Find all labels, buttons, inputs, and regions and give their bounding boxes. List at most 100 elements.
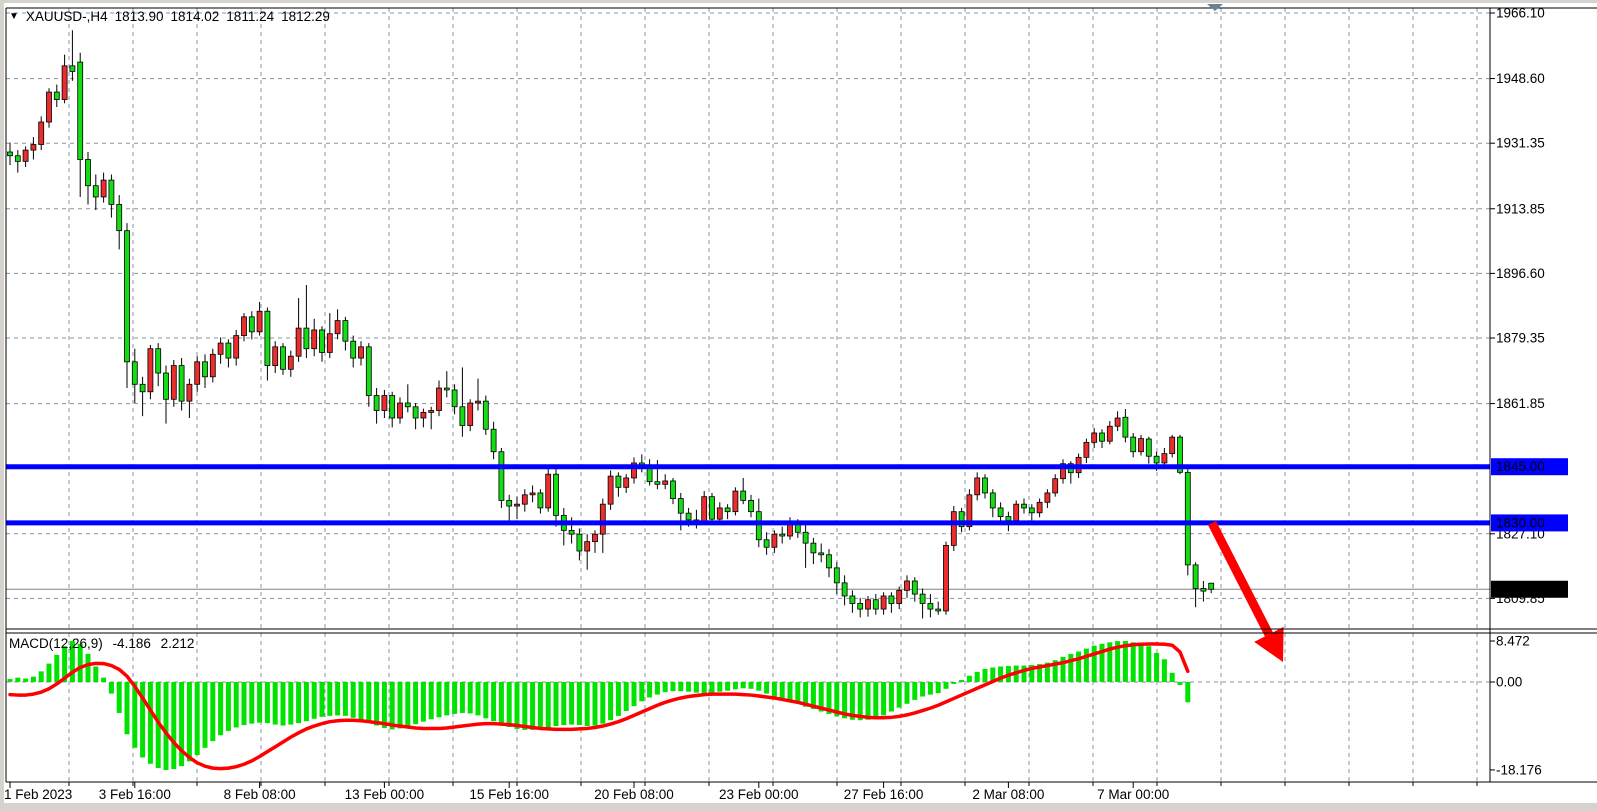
expand-arrow-icon[interactable]: ▼: [9, 11, 19, 22]
candle-body-down: [919, 593, 926, 604]
macd-histogram-bar: [818, 682, 824, 712]
macd-histogram-bar: [615, 682, 621, 716]
candle-body-up: [436, 387, 442, 411]
macd-histogram-bar: [38, 671, 44, 682]
arrow-head-icon[interactable]: [1254, 626, 1284, 662]
macd-histogram-bar: [795, 682, 801, 704]
candle-body-down: [1192, 564, 1199, 589]
candle-body-down: [404, 402, 411, 408]
candle-body-up: [295, 327, 302, 357]
candle-body-down: [85, 159, 91, 187]
candle-body-down: [319, 329, 325, 353]
candle-body-down: [982, 477, 988, 494]
macd-histogram-bar: [748, 682, 754, 689]
macd-histogram-bar: [1146, 646, 1152, 682]
macd-histogram-bar: [740, 682, 746, 689]
macd-histogram-bar: [1099, 643, 1105, 682]
macd-histogram-bar: [311, 682, 317, 719]
macd-histogram-bar: [842, 682, 848, 719]
candle-body-up: [896, 589, 903, 604]
candle-body-down: [857, 603, 864, 610]
candle-body-up: [38, 121, 45, 145]
macd-histogram-bar: [319, 682, 325, 717]
macd-histogram-bar: [966, 675, 972, 682]
candle-body-down: [350, 340, 357, 359]
candle-body-down: [248, 316, 255, 333]
time-axis-label: 23 Feb 00:00: [719, 787, 799, 802]
candle-body-down: [1177, 436, 1183, 473]
low-value: 1811.24: [226, 9, 275, 24]
time-axis-label: 27 Feb 16:00: [844, 787, 924, 802]
macd-histogram-bar: [530, 682, 536, 730]
macd-histogram-bar: [498, 682, 504, 725]
candle-body-up: [662, 480, 669, 485]
macd-histogram-bar: [725, 682, 731, 691]
macd-histogram-bar: [553, 682, 559, 727]
candle-body-up: [1138, 438, 1144, 453]
candle-body-up: [1114, 417, 1121, 427]
macd-histogram-bar: [881, 682, 887, 716]
macd-histogram-bar: [623, 682, 629, 712]
symbol-timeframe-label: XAUUSD-,H4: [25, 9, 108, 24]
macd-histogram-bar: [459, 682, 465, 713]
candle-body-down: [225, 342, 232, 359]
macd-histogram-bar: [1161, 659, 1167, 682]
macd-histogram-bar: [163, 682, 169, 770]
candle-body-down: [740, 490, 747, 501]
candle-body-down: [116, 204, 123, 232]
price-badge-1812.29: [1491, 580, 1568, 598]
macd-histogram-bar: [943, 682, 949, 689]
price-axis-label: 1879.35: [1496, 331, 1545, 346]
high-value: 1814.02: [170, 9, 220, 24]
price-axis-label: 1913.85: [1496, 201, 1545, 216]
candle-body-down: [989, 492, 996, 509]
candle-body-down: [1005, 516, 1012, 522]
macd-histogram-bar: [904, 682, 910, 704]
candle-body-up: [467, 402, 474, 426]
macd-histogram-bar: [186, 682, 192, 762]
macd-histogram-bar: [974, 671, 980, 682]
macd-histogram-bar: [15, 677, 21, 682]
candle-body-down: [1153, 455, 1160, 464]
candle-body-up: [1052, 478, 1059, 494]
candle-body-down: [709, 496, 715, 520]
candle-body-up: [529, 492, 536, 496]
candle-body-up: [966, 494, 973, 528]
arrow-shaft[interactable]: [1207, 520, 1273, 637]
candle-body-down: [202, 361, 208, 378]
candle-body-up: [607, 475, 614, 505]
macd-histogram-bar: [826, 682, 832, 714]
macd-histogram-bar: [631, 682, 637, 707]
candle-body-down: [748, 500, 754, 513]
candle-body-up: [521, 494, 528, 505]
candle-body-up: [209, 353, 216, 378]
last-bar-marker-icon[interactable]: [1207, 4, 1223, 11]
macd-histogram-bar: [1115, 641, 1121, 682]
macd-histogram-bar: [288, 682, 294, 725]
candle-body-down: [911, 580, 918, 595]
macd-histogram-bar: [912, 682, 918, 700]
candle-body-up: [334, 320, 341, 335]
candle-body-up: [514, 503, 520, 507]
price-axis-label: 1861.85: [1496, 396, 1545, 411]
macd-histogram-bar: [147, 682, 153, 764]
candle-body-down: [849, 595, 856, 604]
candle-body-up: [1169, 436, 1176, 455]
macd-histogram-bar: [257, 682, 263, 723]
candle-body-up: [233, 335, 240, 359]
macd-histogram-bar: [241, 682, 247, 726]
macd-histogram-bar: [756, 682, 762, 691]
macd-histogram-bar: [381, 682, 387, 728]
macd-histogram-bar: [592, 682, 598, 726]
macd-histogram-bar: [428, 682, 434, 720]
candle-body-up: [584, 541, 591, 552]
macd-histogram-bar: [873, 682, 879, 719]
price-badge-1845.00: [1491, 458, 1568, 476]
candle-body-down: [53, 91, 60, 100]
macd-histogram-bar: [990, 667, 996, 682]
macd-histogram-bar: [608, 682, 614, 721]
macd-histogram-bar: [1037, 664, 1043, 682]
macd-histogram-bar: [865, 682, 871, 720]
macd-histogram-bar: [1068, 653, 1074, 682]
